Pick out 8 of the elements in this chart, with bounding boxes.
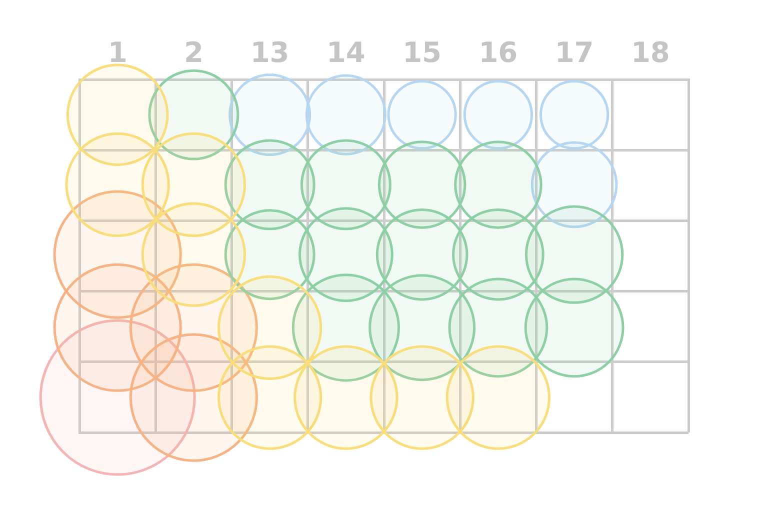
x-tick-label: 18 (630, 36, 670, 69)
x-tick-label: 15 (402, 36, 442, 69)
x-tick-label: 2 (184, 36, 204, 69)
x-tick-label: 13 (250, 36, 290, 69)
x-tick-label: 14 (326, 36, 366, 69)
x-tick-label: 17 (554, 36, 594, 69)
x-tick-label: 16 (478, 36, 518, 69)
x-tick-label: 1 (108, 36, 128, 69)
